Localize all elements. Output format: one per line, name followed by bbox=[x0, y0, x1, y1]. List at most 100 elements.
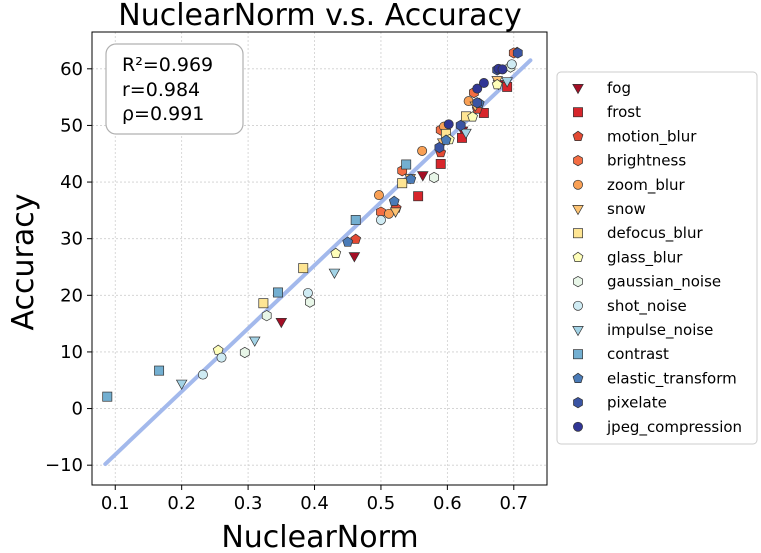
y-tick-label: 10 bbox=[60, 342, 83, 363]
x-tick-label: 0.4 bbox=[300, 493, 329, 514]
legend-label-defocus-blur: defocus_blur bbox=[607, 224, 703, 243]
x-tick-label: 0.7 bbox=[499, 493, 528, 514]
legend-marker-snow bbox=[572, 205, 584, 216]
chart-title: NuclearNorm v.s. Accuracy bbox=[118, 0, 521, 33]
data-point-motion-blur bbox=[350, 233, 362, 244]
data-point-frost bbox=[413, 191, 424, 202]
data-point-contrast bbox=[401, 159, 412, 170]
legend-label-gaussian-noise: gaussian_noise bbox=[607, 273, 721, 292]
grid bbox=[92, 32, 547, 485]
legend-label-shot-noise: shot_noise bbox=[607, 297, 687, 316]
y-tick-label: 50 bbox=[60, 115, 83, 136]
data-point-impulse-noise bbox=[248, 336, 261, 347]
data-point-frost bbox=[435, 158, 446, 169]
legend-label-contrast: contrast bbox=[607, 345, 669, 363]
data-point-jpeg-compression bbox=[443, 119, 454, 130]
data-point-elastic-transform bbox=[342, 236, 354, 247]
y-tick-label: 40 bbox=[60, 172, 83, 193]
legend-label-brightness: brightness bbox=[607, 152, 686, 170]
data-point-contrast bbox=[350, 215, 361, 225]
data-point-zoom-blur bbox=[417, 145, 428, 156]
data-point-shot-noise bbox=[302, 288, 313, 298]
data-point-gaussian-noise bbox=[261, 310, 272, 322]
data-point-glass-blur bbox=[491, 79, 503, 90]
y-axis-ticks: −10 0 10 20 30 40 50 60 bbox=[45, 59, 92, 476]
data-point-elastic-transform bbox=[440, 134, 452, 145]
data-point-pixelate bbox=[434, 141, 445, 154]
data-point-shot-noise bbox=[506, 59, 517, 70]
legend-marker-shot-noise bbox=[573, 300, 583, 311]
stat-r-squared: R²=0.969 bbox=[122, 54, 213, 76]
data-point-contrast bbox=[102, 391, 113, 402]
stat-pearson-r: r=0.984 bbox=[122, 79, 200, 101]
y-tick-label: 20 bbox=[60, 285, 83, 306]
legend-label-fog: fog bbox=[607, 79, 631, 97]
legend-frame bbox=[556, 71, 758, 445]
legend-marker-impulse-noise bbox=[572, 326, 584, 337]
legend-label-impulse-noise: impulse_noise bbox=[607, 321, 713, 340]
y-tick-label: 60 bbox=[60, 59, 83, 80]
legend-label-motion-blur: motion_blur bbox=[607, 127, 697, 146]
y-axis-label: Accuracy bbox=[6, 194, 41, 331]
x-axis-label: NuclearNorm bbox=[221, 520, 418, 553]
data-point-shot-noise bbox=[216, 352, 227, 363]
data-point-shot-noise bbox=[375, 215, 386, 225]
data-point-impulse-noise bbox=[460, 128, 472, 140]
stats-box: R²=0.969 r=0.984 ρ=0.991 bbox=[105, 43, 244, 135]
legend-marker-fog bbox=[572, 84, 584, 95]
legend-marker-gaussian-noise bbox=[573, 275, 583, 288]
legend-marker-defocus-blur bbox=[573, 228, 583, 239]
legend-marker-brightness bbox=[573, 154, 583, 167]
y-tick-label: −10 bbox=[45, 455, 83, 476]
legend-label-snow: snow bbox=[607, 200, 646, 218]
stat-spearman-rho: ρ=0.991 bbox=[122, 103, 204, 125]
y-tick-label: 30 bbox=[60, 229, 83, 250]
data-point-fog bbox=[416, 171, 429, 182]
legend-label-glass-blur: glass_blur bbox=[607, 248, 683, 267]
legend-label-jpeg-compression: jpeg_compression bbox=[606, 418, 742, 437]
data-point-contrast bbox=[273, 287, 283, 298]
data-point-pixelate bbox=[512, 47, 523, 59]
legend-marker-contrast bbox=[573, 349, 583, 360]
x-tick-label: 0.5 bbox=[367, 493, 396, 514]
x-tick-label: 0.3 bbox=[234, 493, 263, 514]
x-tick-label: 0.6 bbox=[433, 493, 462, 514]
data-point-zoom-blur bbox=[373, 190, 384, 201]
data-point-fog bbox=[275, 317, 288, 329]
legend-marker-frost bbox=[573, 107, 583, 118]
plot-frame bbox=[91, 31, 548, 486]
data-point-contrast bbox=[154, 365, 165, 376]
data-point-elastic-transform bbox=[405, 173, 417, 184]
legend-label-frost: frost bbox=[607, 103, 641, 121]
legend-label-pixelate: pixelate bbox=[607, 394, 667, 412]
data-point-glass-blur bbox=[330, 247, 342, 258]
x-axis-ticks: 0.1 0.2 0.3 0.4 0.5 0.6 0.7 bbox=[101, 485, 528, 514]
data-point-impulse-noise bbox=[175, 379, 188, 390]
data-point-jpeg-compression bbox=[472, 83, 483, 94]
data-point-defocus-blur bbox=[298, 263, 309, 274]
data-point-glass-blur bbox=[467, 111, 478, 122]
data-point-pixelate bbox=[455, 119, 466, 132]
data-point-impulse-noise bbox=[501, 77, 513, 88]
legend-marker-elastic-transform bbox=[572, 372, 584, 383]
data-point-snow bbox=[389, 207, 402, 218]
data-point-gaussian-noise bbox=[429, 171, 439, 184]
x-tick-label: 0.2 bbox=[167, 493, 196, 514]
legend-marker-jpeg-compression bbox=[573, 421, 583, 432]
data-point-elastic-transform bbox=[388, 195, 400, 206]
data-point-pixelate bbox=[472, 97, 483, 109]
legend-label-elastic-transform: elastic_transform bbox=[607, 369, 737, 388]
data-point-gaussian-noise bbox=[305, 296, 315, 308]
data-point-defocus-blur bbox=[397, 178, 408, 189]
data-point-fog bbox=[348, 252, 361, 263]
legend-marker-glass-blur bbox=[572, 251, 584, 262]
x-tick-label: 0.1 bbox=[101, 493, 130, 514]
stats-box-frame bbox=[105, 43, 244, 135]
data-point-defocus-blur bbox=[258, 298, 269, 309]
data-point-jpeg-compression bbox=[497, 64, 508, 75]
data-point-impulse-noise bbox=[328, 268, 341, 279]
legend-marker-zoom-blur bbox=[573, 179, 583, 190]
data-point-jpeg-compression bbox=[478, 78, 489, 88]
legend: fog frost motion_blur brightness zoom_blursn… bbox=[556, 71, 758, 445]
